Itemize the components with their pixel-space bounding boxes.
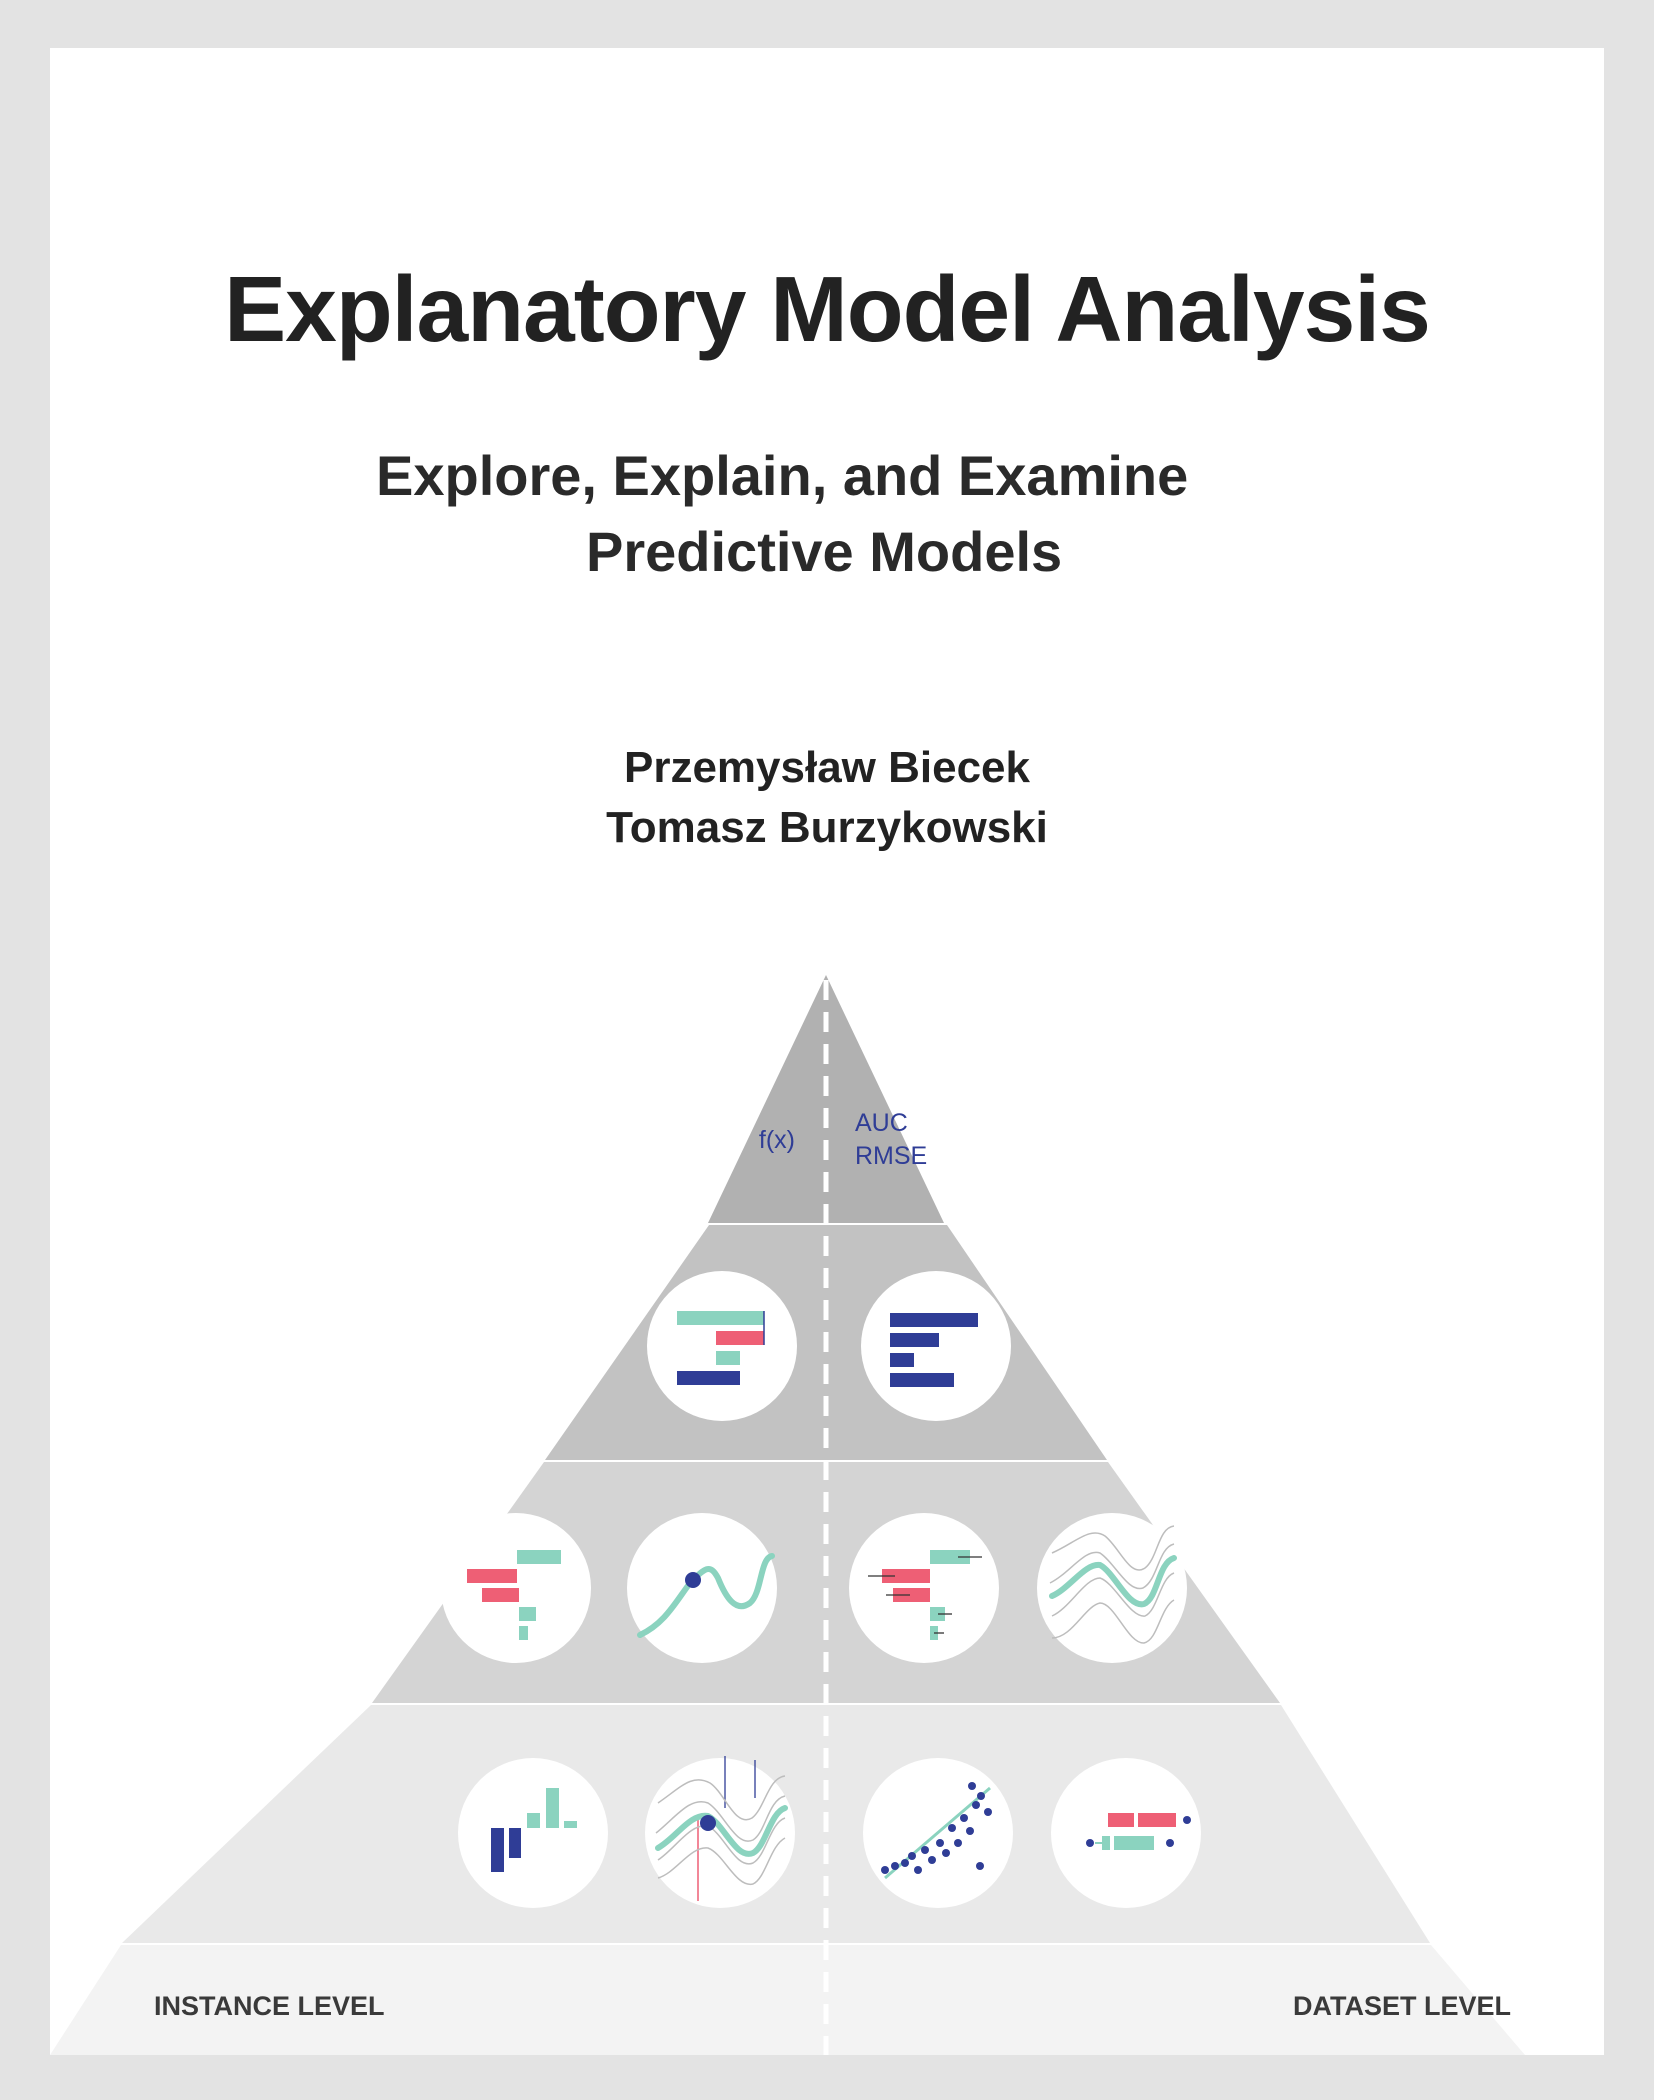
residual-diagnostics-icon [863, 1758, 1013, 1908]
ceteris-paribus-icon [627, 1513, 777, 1663]
authors: Przemysław Biecek Tomasz Burzykowski [50, 738, 1604, 858]
subtitle-line-2: Predictive Models [586, 520, 1063, 583]
ceteris-paribus-oscillations-icon [645, 1756, 795, 1908]
instance-level-label: INSTANCE LEVEL [154, 1991, 385, 2021]
model-exploration-pyramid: f(x) AUC RMSE [50, 975, 1525, 2055]
pyramid-tier-3 [372, 1462, 1280, 1703]
variable-importance-icon [861, 1271, 1011, 1421]
break-down-interactions-icon [849, 1513, 999, 1663]
partial-dependence-icon [1037, 1513, 1187, 1663]
break-down-waterfall-icon [647, 1271, 797, 1421]
author-name: Przemysław Biecek [623, 743, 1031, 792]
book-cover: Explanatory Model Analysis Explore, Expl… [50, 48, 1604, 2055]
dataset-level-label: DATASET LEVEL [1293, 1991, 1511, 2021]
prediction-label: f(x) [759, 1126, 795, 1154]
rmse-label: RMSE [855, 1142, 927, 1170]
book-subtitle: Explore, Explain, and Examine Predictive… [50, 438, 1604, 590]
model-performance-icon [1051, 1758, 1201, 1908]
break-down-instance-icon [441, 1513, 591, 1663]
pyramid-tier-1 [708, 975, 944, 1223]
shapley-values-icon [458, 1758, 608, 1908]
pyramid-base [50, 1945, 1525, 2055]
auc-label: AUC [855, 1109, 908, 1137]
book-title: Explanatory Model Analysis [224, 257, 1431, 361]
author-name: Tomasz Burzykowski [606, 803, 1048, 852]
subtitle-line-1: Explore, Explain, and Examine [376, 444, 1189, 507]
